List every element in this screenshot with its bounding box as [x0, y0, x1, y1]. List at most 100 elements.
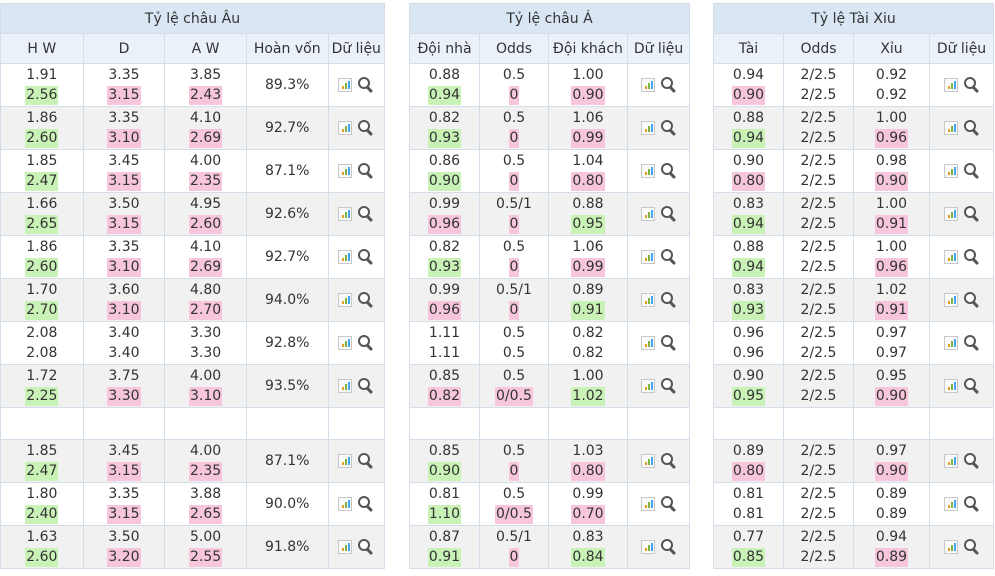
live-odds: 2.69	[166, 128, 246, 148]
search-icon[interactable]	[358, 163, 374, 179]
live-odds-value: 0.95	[571, 215, 605, 234]
chart-icon[interactable]	[338, 78, 353, 92]
live-odds-value: 3.30	[189, 345, 222, 361]
chart-icon[interactable]	[640, 293, 655, 307]
table-row: 1.80 2.40 3.35 3.15 3.88 2.65 90.0%	[0, 482, 386, 526]
initial-odds-value: 0.5	[502, 443, 526, 459]
search-icon[interactable]	[358, 378, 374, 394]
search-icon[interactable]	[963, 539, 980, 555]
search-icon[interactable]	[358, 206, 374, 222]
search-icon[interactable]	[963, 249, 980, 265]
chart-icon[interactable]	[943, 207, 958, 221]
chart-bar	[953, 457, 956, 465]
chart-icon[interactable]	[943, 379, 958, 393]
search-icon[interactable]	[660, 335, 677, 351]
initial-odds-value: 0.5/1	[496, 529, 532, 545]
chart-icon[interactable]	[640, 336, 655, 350]
chart-icon[interactable]	[338, 379, 353, 393]
search-icon[interactable]	[660, 163, 677, 179]
initial-odds: 4.00	[166, 151, 246, 171]
search-icon[interactable]	[660, 378, 677, 394]
initial-odds-value: 2/2.5	[800, 529, 837, 545]
search-icon[interactable]	[358, 496, 374, 512]
chart-icon[interactable]	[640, 207, 655, 221]
chart-icon[interactable]	[640, 250, 655, 264]
empty-cell	[164, 407, 247, 440]
chart-icon[interactable]	[943, 78, 958, 92]
table-row: 0.89 0.80 2/2.5 2/2.5 0.97 0.90	[713, 439, 994, 483]
initial-odds-value: 1.04	[572, 153, 604, 169]
chart-bar	[950, 83, 953, 89]
chart-icon[interactable]	[943, 293, 958, 307]
search-icon[interactable]	[660, 496, 677, 512]
initial-odds-value: 0.89	[732, 443, 765, 459]
search-icon[interactable]	[963, 163, 980, 179]
data-icons	[931, 77, 993, 93]
chart-icon[interactable]	[640, 164, 655, 178]
chart-icon[interactable]	[338, 497, 353, 511]
odds-cell: 0.88 0.94	[713, 235, 784, 279]
search-icon[interactable]	[963, 77, 980, 93]
search-icon[interactable]	[660, 120, 677, 136]
search-icon[interactable]	[358, 453, 374, 469]
chart-icon[interactable]	[338, 454, 353, 468]
search-icon[interactable]	[358, 120, 374, 136]
chart-icon[interactable]	[943, 454, 958, 468]
search-icon[interactable]	[963, 378, 980, 394]
live-odds: 0.93	[715, 300, 783, 320]
initial-odds: 0.90	[715, 366, 783, 386]
chart-icon[interactable]	[338, 293, 353, 307]
chart-icon[interactable]	[640, 540, 655, 554]
initial-odds-value: 5.00	[189, 529, 222, 545]
chart-icon[interactable]	[338, 540, 353, 554]
chart-icon[interactable]	[943, 121, 958, 135]
odds-cell: 0.82 0.93	[409, 106, 480, 150]
initial-odds: 1.11	[411, 323, 479, 343]
search-icon[interactable]	[963, 335, 980, 351]
data-icons	[931, 453, 993, 469]
initial-odds: 1.66	[1, 194, 82, 214]
search-icon[interactable]	[963, 120, 980, 136]
chart-icon[interactable]	[338, 250, 353, 264]
search-icon[interactable]	[963, 496, 980, 512]
chart-icon[interactable]	[640, 78, 655, 92]
chart-icon[interactable]	[943, 497, 958, 511]
chart-icon[interactable]	[640, 379, 655, 393]
search-icon[interactable]	[358, 539, 374, 555]
search-icon[interactable]	[358, 77, 374, 93]
search-icon[interactable]	[963, 453, 980, 469]
search-icon[interactable]	[963, 206, 980, 222]
data-actions	[626, 192, 691, 236]
search-icon[interactable]	[358, 335, 374, 351]
search-icon[interactable]	[660, 292, 677, 308]
chart-icon[interactable]	[338, 336, 353, 350]
initial-odds: 0.82	[411, 108, 479, 128]
chart-icon[interactable]	[640, 454, 655, 468]
odds-cell: 0.86 0.90	[409, 149, 480, 193]
chart-icon[interactable]	[943, 540, 958, 554]
initial-odds: 3.60	[84, 280, 164, 300]
chart-icon[interactable]	[338, 207, 353, 221]
chart-icon[interactable]	[640, 497, 655, 511]
search-icon[interactable]	[358, 292, 374, 308]
chart-icon[interactable]	[943, 250, 958, 264]
odds-cell: 0.5 0	[479, 149, 549, 193]
search-icon[interactable]	[660, 206, 677, 222]
search-icon[interactable]	[660, 539, 677, 555]
chart-icon[interactable]	[640, 121, 655, 135]
search-icon[interactable]	[660, 249, 677, 265]
live-odds-value: 0/0.5	[495, 387, 533, 406]
asia-section-title: Tỷ lệ châu Á	[408, 3, 691, 34]
return-rate: 92.6%	[245, 192, 329, 236]
chart-icon[interactable]	[943, 164, 958, 178]
initial-odds-value: 1.70	[26, 282, 58, 298]
search-icon[interactable]	[963, 292, 980, 308]
search-icon[interactable]	[358, 249, 374, 265]
chart-icon[interactable]	[943, 336, 958, 350]
chart-icon[interactable]	[338, 164, 353, 178]
chart-icon[interactable]	[338, 121, 353, 135]
live-odds: 0/0.5	[481, 504, 548, 524]
data-icons	[629, 249, 689, 265]
search-icon[interactable]	[660, 77, 677, 93]
search-icon[interactable]	[660, 453, 677, 469]
